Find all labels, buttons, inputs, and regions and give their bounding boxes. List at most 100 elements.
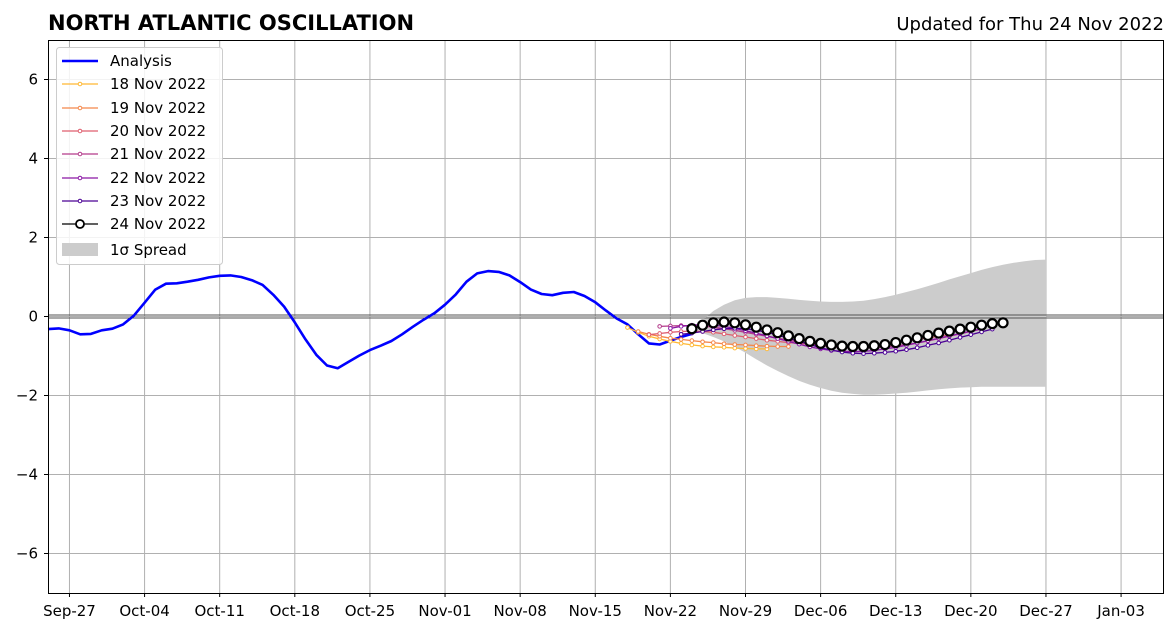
y-tick-label: −4 [16,466,38,484]
forecast-point [678,324,684,329]
forecast-point [743,342,748,348]
x-tick-label: Nov-22 [644,602,697,620]
x-tick-label: Nov-15 [569,602,622,620]
forecast-point [900,334,913,346]
forecast-point [743,334,748,340]
legend-label: 22 Nov 2022 [110,169,206,187]
legend-marker [77,198,83,204]
forecast-point [678,331,684,337]
forecast-point [815,337,827,349]
forecast-point [957,335,963,340]
forecast-point [700,339,705,345]
x-tick-label: Sep-27 [43,602,96,620]
forecast-point [975,319,988,331]
forecast-point [739,319,752,331]
forecast-point [625,325,630,330]
forecast-point [882,350,888,355]
forecast-point [904,347,909,352]
series-layer [47,269,1009,370]
forecast-point [933,327,945,339]
forecast-point [761,324,773,336]
forecast-point [711,327,716,333]
forecast-point [793,333,805,345]
forecast-point [861,351,866,356]
forecast-point [700,343,705,349]
forecast-point [871,350,877,356]
forecast-point [750,321,762,333]
zero-line-layer [48,314,1164,319]
x-tick-label: Jan-03 [1096,602,1145,620]
legend-swatch [62,243,98,256]
forecast-point [686,323,698,335]
forecast-point [868,340,880,352]
legend-box [56,47,223,265]
y-tick-label: −6 [16,545,38,563]
forecast-point [689,342,695,348]
legend-label: 18 Nov 2022 [110,75,206,93]
forecast-point [689,338,695,343]
forecast-point [732,333,738,338]
forecast-point [936,340,941,346]
spread-band [691,259,1046,395]
forecast-point [646,332,652,337]
forecast-point [696,319,709,331]
y-tick-label: 2 [28,229,38,247]
chart-title: NORTH ATLANTIC OSCILLATION [48,11,414,35]
x-tick-label: Dec-06 [794,602,848,620]
x-axis-ticks: Sep-27 Oct-04 Oct-11 Oct-18 Oct-25 Nov-01 Nov-… [43,593,1145,620]
analysis-line [47,269,693,370]
forecast-point [711,340,716,345]
forecast-point [857,340,870,353]
x-tick-label: Dec-27 [1019,602,1073,620]
legend-marker [75,219,85,229]
forecast-point [718,316,730,328]
forecast-point [721,341,727,347]
legend-label: Analysis [110,52,172,70]
legend-label: 20 Nov 2022 [110,122,206,140]
forecast-point [635,329,641,334]
y-tick-label: −2 [16,387,38,405]
spread-layer [691,259,1046,395]
forecast-point [732,342,738,347]
forecast-point [721,331,727,337]
legend-label: 19 Nov 2022 [110,99,206,117]
forecast-series [686,316,1009,353]
forecast-point [707,317,719,329]
y-axis-ticks: −6 −4 −2 0 2 4 6 [16,71,48,563]
forecast-point [954,323,966,335]
legend-label: 1σ Spread [110,241,187,259]
forecast-point [914,345,920,351]
forecast-point [997,317,1009,329]
y-tick-label: 0 [28,308,38,326]
forecast-point [847,340,859,353]
forecast-point [922,329,934,342]
forecast-point [772,327,784,339]
forecast-point [825,339,837,351]
y-tick-label: 6 [28,71,38,89]
forecast-point [753,336,759,341]
forecast-point [657,324,662,329]
x-tick-label: Oct-25 [345,602,395,620]
x-tick-label: Oct-11 [194,602,244,620]
x-tick-label: Dec-13 [869,602,923,620]
forecast-point [678,337,684,342]
forecast-point [986,318,998,330]
legend-label: 21 Nov 2022 [110,145,206,163]
forecast-point [890,336,902,349]
legend-marker [77,81,83,87]
x-tick-label: Dec-20 [944,602,998,620]
forecast-point [879,338,891,351]
chart-subtitle: Updated for Thu 24 Nov 2022 [896,14,1164,35]
x-tick-label: Nov-29 [719,602,772,620]
forecast-point [753,343,759,349]
forecast-point [925,343,931,348]
forecast-point [729,317,741,329]
forecast-point [968,332,974,337]
x-tick-label: Oct-04 [119,602,169,620]
forecast-point [657,331,662,336]
plot-frame [48,40,1164,594]
legend-label: 24 Nov 2022 [110,215,206,233]
forecast-point [668,326,673,331]
forecast-point [668,335,673,341]
